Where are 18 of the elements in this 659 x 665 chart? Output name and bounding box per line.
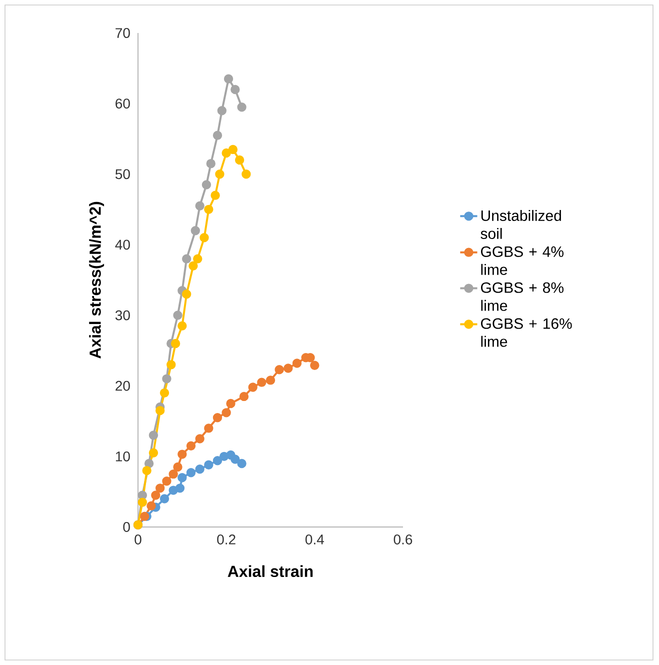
y-tick-label: 50 — [115, 169, 130, 180]
y-tick-label: 10 — [116, 451, 130, 462]
x-tick-label: 0 — [134, 534, 142, 544]
y-tick-label: 70 — [116, 28, 130, 38]
y-tick-label: 60 — [116, 98, 130, 109]
x-tick-label: 0.4 — [305, 534, 324, 544]
legend-label: GGBS + 16% lime — [481, 318, 572, 347]
y-axis-title: Axial stress(kN/m^2) — [89, 202, 104, 359]
legend-label: Unstabilized soil — [480, 210, 561, 239]
y-tick-label: 30 — [115, 310, 130, 320]
x-tick-label: 0.6 — [394, 534, 412, 544]
x-axis-title: Axial strain — [228, 565, 313, 578]
y-tick-label: 20 — [116, 380, 130, 391]
legend-label: GGBS + 4% lime — [481, 246, 564, 275]
y-tick-label: 40 — [115, 240, 130, 250]
y-tick-label: 0 — [123, 522, 130, 532]
legend-label: GGBS + 8% lime — [481, 282, 564, 311]
x-tick-label: 0.2 — [217, 534, 236, 544]
